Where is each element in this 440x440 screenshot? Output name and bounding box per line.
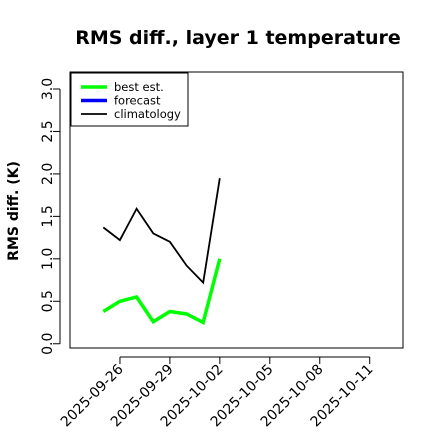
series-line-2 bbox=[102, 178, 221, 285]
x-axis: 2025-09-262025-09-292025-10-022025-10-05… bbox=[58, 356, 377, 430]
y-tick-label: 0.0 bbox=[40, 333, 56, 355]
series-line-0 bbox=[102, 258, 222, 326]
legend-label: climatology bbox=[114, 107, 181, 121]
legend-label: best est. bbox=[114, 80, 164, 94]
y-axis-label: RMS diff. (K) bbox=[6, 161, 22, 261]
y-tick-label: 2.0 bbox=[40, 163, 56, 185]
legend-label: forecast bbox=[114, 94, 161, 108]
y-axis: 0.0 0.5 1.0 1.5 2.0 2.5 3.0 bbox=[40, 78, 61, 355]
y-tick-label: 0.5 bbox=[40, 290, 56, 312]
y-tick-label: 3.0 bbox=[40, 78, 56, 100]
y-tick-label: 1.0 bbox=[40, 248, 56, 270]
plot-area-frame bbox=[69, 71, 404, 349]
y-tick-label: 1.5 bbox=[40, 205, 56, 227]
y-tick-label: 2.5 bbox=[40, 120, 56, 142]
series-layer bbox=[102, 178, 222, 326]
chart-title: RMS diff., layer 1 temperature bbox=[75, 27, 401, 49]
